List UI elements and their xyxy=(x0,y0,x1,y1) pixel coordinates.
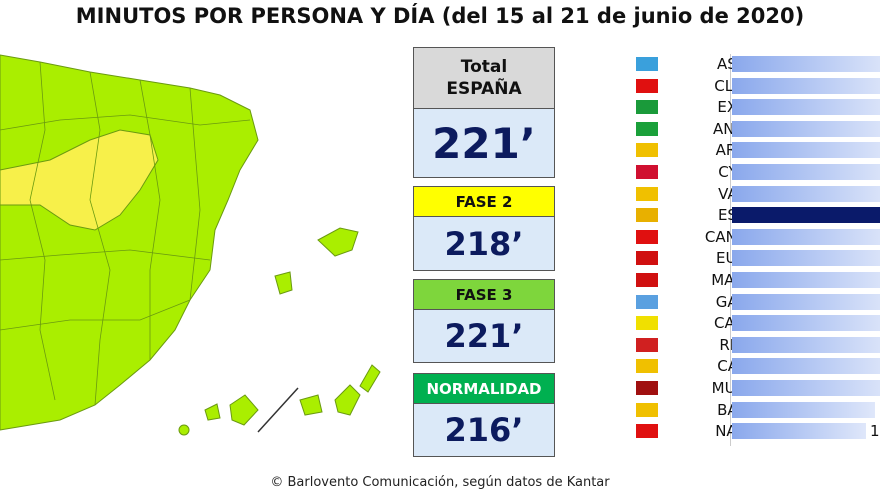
bar-cant xyxy=(732,228,880,245)
bar-row-val: VAL xyxy=(630,184,880,204)
bar-row-cant: CANT xyxy=(630,227,880,247)
flag-rio-icon xyxy=(636,337,658,352)
total-value: 221’ xyxy=(432,118,536,168)
flag-ext-icon xyxy=(636,100,658,115)
bar-row-bal: BAL xyxy=(630,400,880,420)
fase3-value: 221’ xyxy=(444,317,524,355)
bar-ast xyxy=(732,56,880,72)
fase2-box: FASE 2 218’ xyxy=(413,186,555,271)
total-espana-box: Total ESPAÑA 221’ xyxy=(413,47,555,178)
bar-rio xyxy=(732,336,880,353)
bar-row-can: CAN xyxy=(630,313,880,333)
bar-and xyxy=(732,120,880,137)
flag-cant-icon xyxy=(636,229,658,244)
page-title: MINUTOS POR PERSONA Y DÍA (del 15 al 21 … xyxy=(75,4,805,28)
flag-gal-icon xyxy=(636,294,658,309)
bar-row-cat: CAT xyxy=(630,356,880,376)
flag-cyl-icon xyxy=(636,165,658,179)
chart-axis xyxy=(730,54,731,446)
flag-can-icon xyxy=(636,316,658,331)
bar-ext xyxy=(732,99,880,116)
total-label: Total xyxy=(460,57,508,77)
bar-row-rio: RIO xyxy=(630,335,880,355)
bar-row-ast: AST xyxy=(630,54,880,74)
flag-eus-icon xyxy=(636,251,658,266)
bar-mur xyxy=(732,380,880,396)
espana-label: ESPAÑA xyxy=(446,79,522,99)
bar-row-nav: NAV 1 xyxy=(630,421,880,441)
bar-row-ext: EXT xyxy=(630,97,880,117)
bar-row-cyl: CYL xyxy=(630,162,880,182)
fase2-value: 218’ xyxy=(444,224,524,263)
footer-credit: © Barlovento Comunicación, según datos d… xyxy=(270,475,610,490)
bar-val xyxy=(732,185,880,202)
flag-nav-icon xyxy=(636,424,658,439)
flag-esp-icon xyxy=(636,208,658,223)
bar-row-gal: GAL xyxy=(630,292,880,312)
bar-row-esp: ESP xyxy=(630,205,880,225)
normalidad-value: 216’ xyxy=(444,411,524,449)
bar-esp xyxy=(732,207,880,224)
bar-row-and: AND xyxy=(630,119,880,139)
bar-value-label: 1 xyxy=(870,422,880,441)
flag-clm-icon xyxy=(636,78,658,93)
spain-map xyxy=(0,54,381,436)
bar-row-clm: CLM xyxy=(630,76,880,96)
flag-bal-icon xyxy=(636,402,658,417)
fase3-label: FASE 3 xyxy=(414,280,554,310)
flag-ast-icon xyxy=(636,57,658,71)
bar-clm xyxy=(732,77,880,94)
bar-cyl xyxy=(732,164,880,180)
flag-mad-icon xyxy=(636,273,658,287)
flag-mur-icon xyxy=(636,381,658,395)
bar-can xyxy=(732,315,880,332)
fase2-label: FASE 2 xyxy=(414,187,554,217)
fase3-box: FASE 3 221’ xyxy=(413,279,555,363)
flag-and-icon xyxy=(636,121,658,136)
bar-eus xyxy=(732,250,880,267)
flag-ara-icon xyxy=(636,143,658,158)
bar-cat xyxy=(732,358,880,375)
bar-nav xyxy=(732,423,866,440)
flag-cat-icon xyxy=(636,359,658,374)
normalidad-box: NORMALIDAD 216’ xyxy=(413,373,555,457)
normalidad-label: NORMALIDAD xyxy=(414,374,554,404)
bar-row-mur: MUR xyxy=(630,378,880,398)
bar-ara xyxy=(732,142,880,159)
bar-row-ara: ARA xyxy=(630,140,880,160)
bar-bal xyxy=(732,401,875,418)
bar-row-eus: EUS xyxy=(630,248,880,268)
bar-gal xyxy=(732,293,880,310)
bar-row-mad: MAD xyxy=(630,270,880,290)
bar-mad xyxy=(732,272,880,288)
flag-val-icon xyxy=(636,186,658,201)
